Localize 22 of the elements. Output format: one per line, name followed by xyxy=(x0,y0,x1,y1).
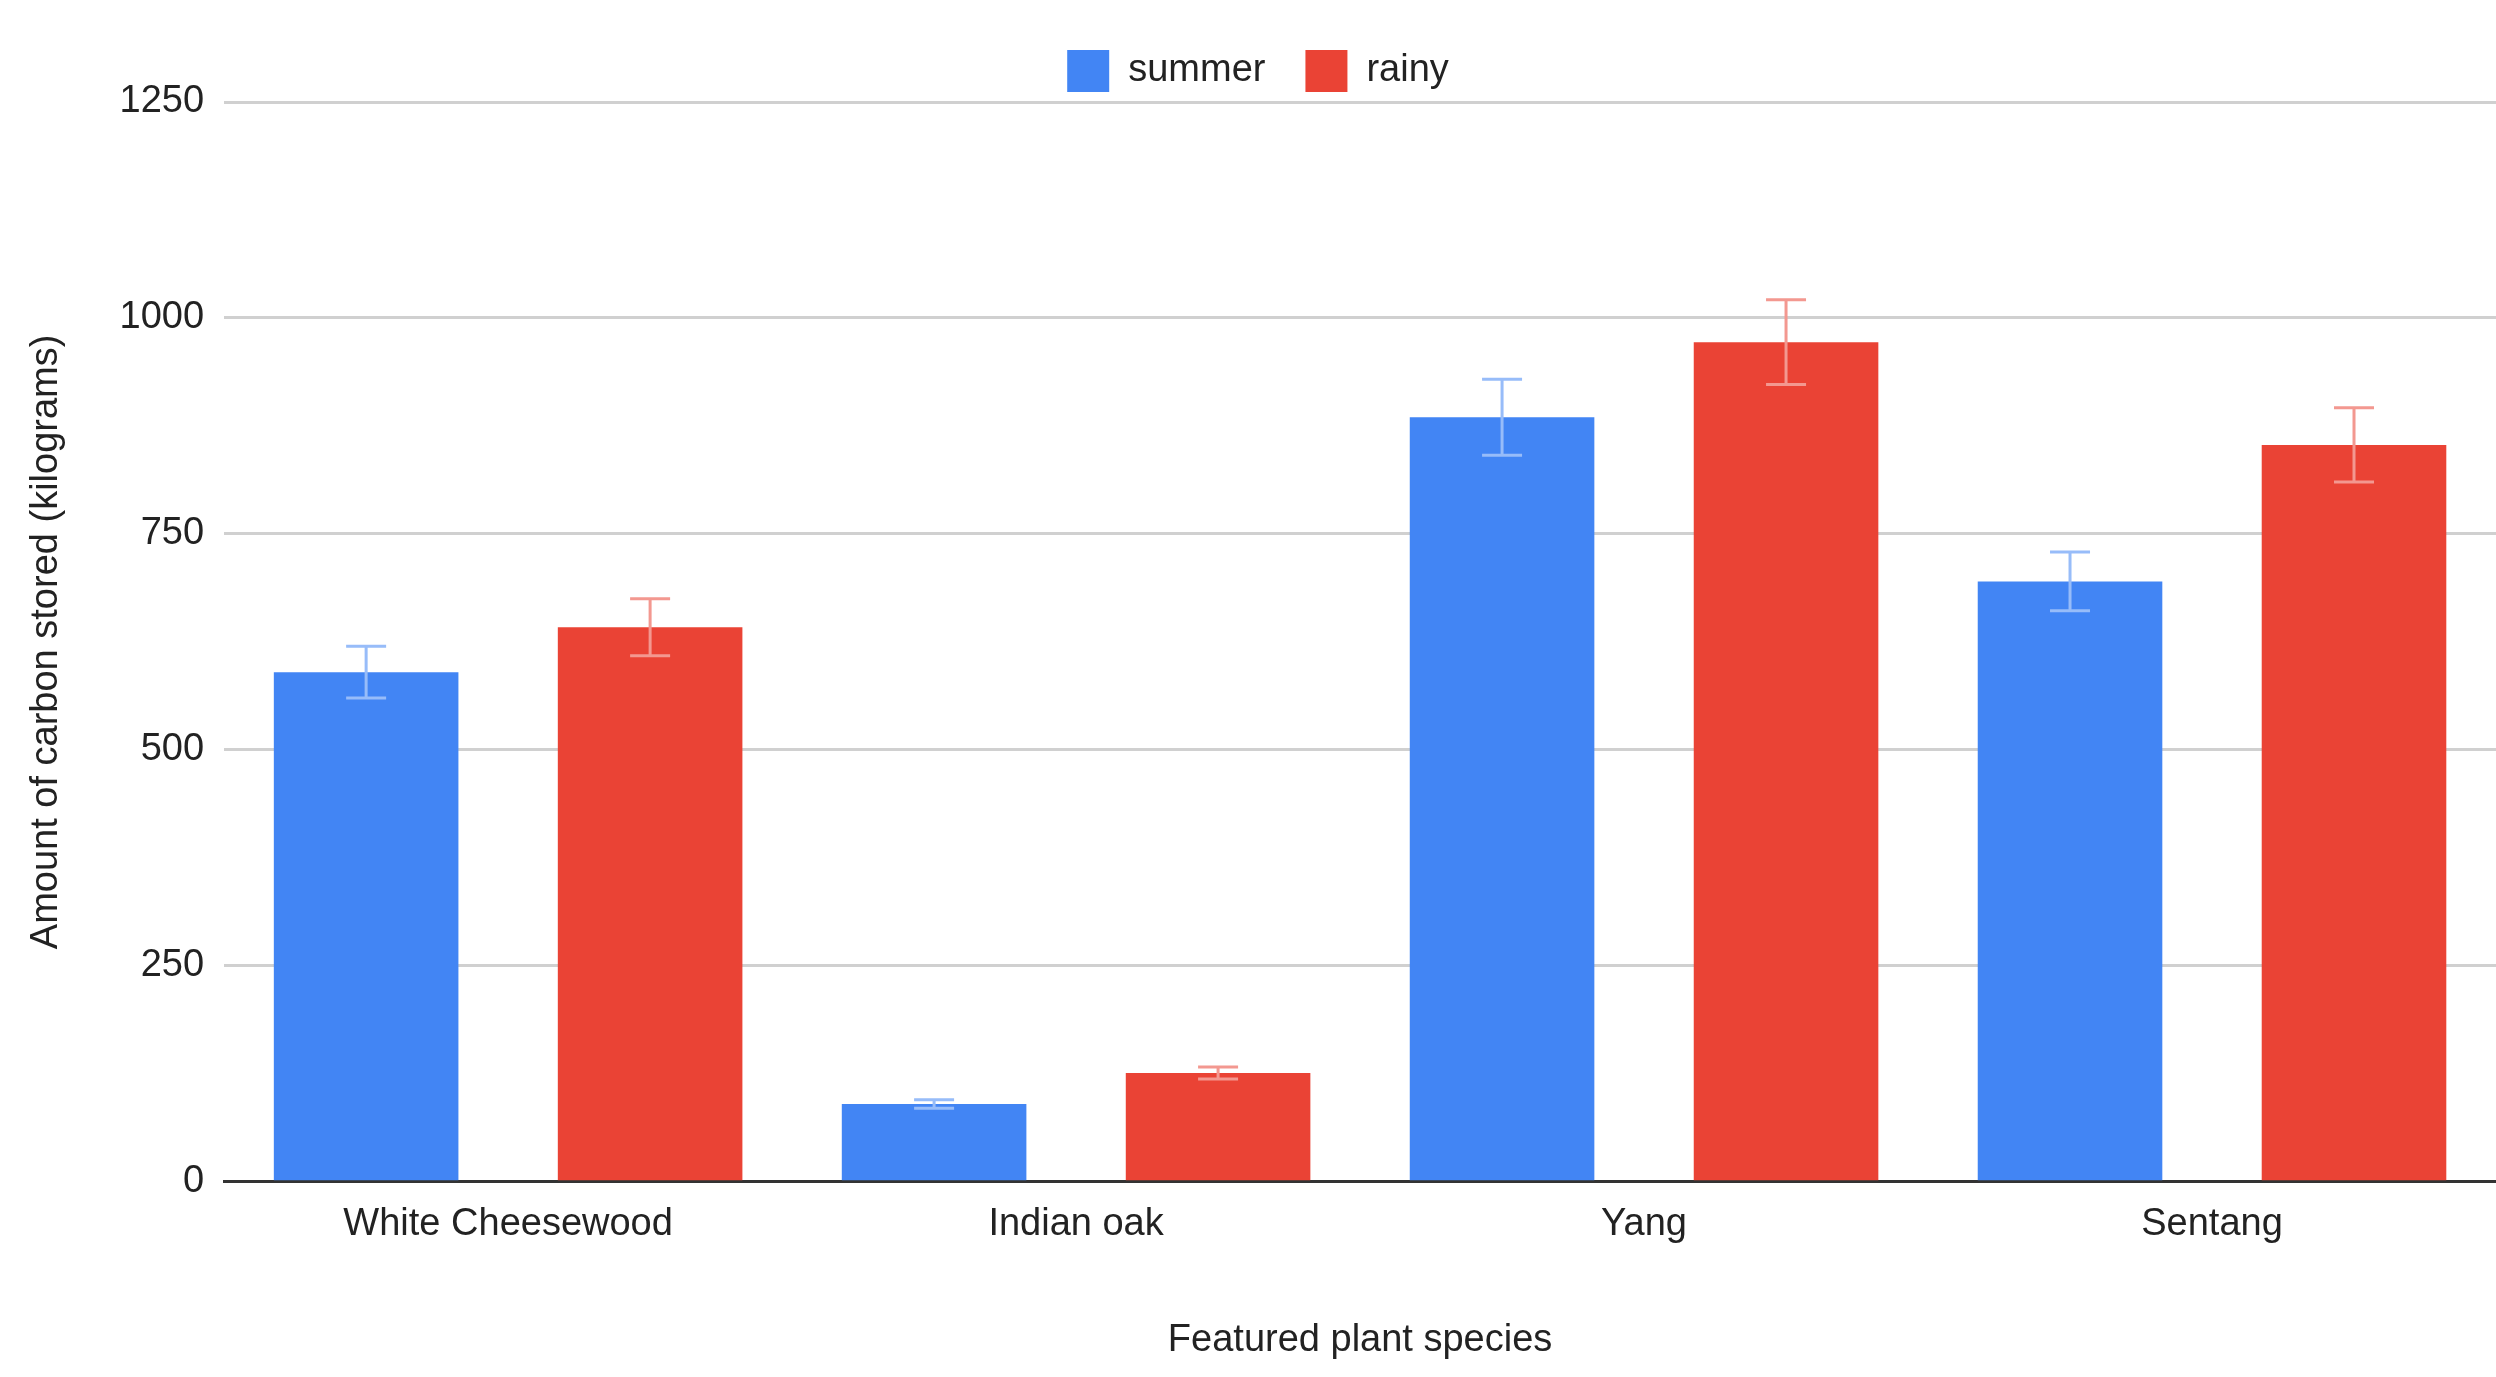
x-tick-label: Indian oak xyxy=(988,1201,1165,1244)
bar xyxy=(1409,417,1595,1181)
x-tick-label: Yang xyxy=(1601,1201,1688,1244)
bar xyxy=(1977,581,2163,1181)
y-tick-label: 750 xyxy=(140,510,205,553)
y-tick-label: 1000 xyxy=(119,294,205,337)
bar xyxy=(557,627,743,1181)
legend-label: summer xyxy=(1128,47,1266,90)
y-tick-label: 0 xyxy=(182,1158,205,1201)
legend-label: rainy xyxy=(1366,47,1449,90)
bar xyxy=(1125,1072,1311,1181)
x-axis-title: Featured plant species xyxy=(1167,1316,1553,1359)
bar xyxy=(1693,342,1879,1181)
y-tick-label: 1250 xyxy=(119,78,205,121)
x-tick-label: White Cheesewood xyxy=(343,1201,673,1244)
y-tick-label: 250 xyxy=(140,942,205,985)
x-tick-label: Sentang xyxy=(2141,1201,2283,1244)
y-axis-title: Amount of carbon stored (kilograms) xyxy=(23,334,66,950)
bar xyxy=(841,1104,1027,1181)
bar xyxy=(2261,444,2447,1181)
bar xyxy=(273,672,459,1181)
y-tick-label: 500 xyxy=(140,726,205,769)
